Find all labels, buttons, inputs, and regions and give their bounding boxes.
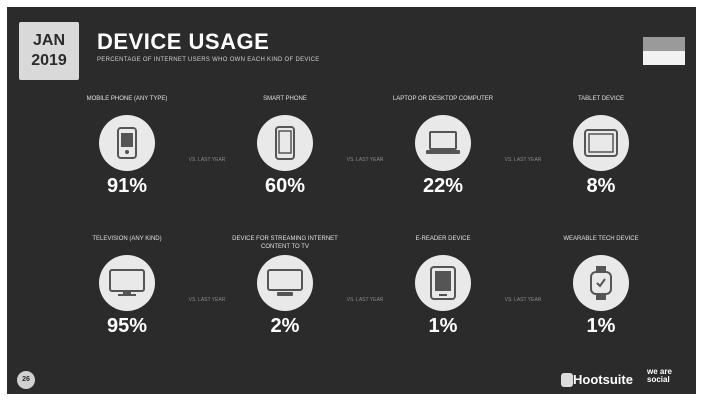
stat-label: E-READER DEVICE <box>415 236 471 242</box>
vs-last-year-label: VS. LAST YEAR <box>346 297 384 303</box>
country-flag-icon <box>643 37 685 65</box>
streaming-device-icon <box>257 255 313 311</box>
hootsuite-logo: Hootsuite <box>573 372 633 387</box>
smartphone-icon <box>257 115 313 171</box>
mobile-phone-icon <box>99 115 155 171</box>
tablet-icon <box>573 115 629 171</box>
stat-label: TABLET DEVICE <box>577 96 625 102</box>
stat-label: TELEVISION (ANY KIND) <box>92 236 162 242</box>
stat-value: 95% <box>106 315 148 337</box>
stat-tablet: TABLET DEVICE 8% <box>541 95 661 198</box>
page-subtitle: PERCENTAGE OF INTERNET USERS WHO OWN EAC… <box>97 57 320 63</box>
stat-laptop: LAPTOP OR DESKTOP COMPUTER 22% <box>383 95 503 198</box>
infographic-slide: JAN 2019 DEVICE USAGE PERCENTAGE OF INTE… <box>7 7 696 394</box>
stat-value: 2% <box>270 315 300 337</box>
stat-ereader: E-READER DEVICE 1% <box>383 235 503 338</box>
stat-value: 8% <box>586 175 616 197</box>
stat-mobile-phone: MOBILE PHONE (ANY TYPE) 91% <box>67 95 187 198</box>
page-title: DEVICE USAGE <box>97 29 270 54</box>
stat-label: SMART PHONE <box>263 96 307 102</box>
footer: 26 Hootsuite we are social <box>7 367 696 394</box>
we-are-social-logo: we are social <box>647 367 672 384</box>
stat-label: DEVICE FOR STREAMING INTERNET CONTENT TO… <box>232 236 338 250</box>
stat-value: 1% <box>428 315 458 337</box>
stat-label: MOBILE PHONE (ANY TYPE) <box>86 96 168 102</box>
stat-smartphone: SMART PHONE 60% <box>225 95 345 198</box>
television-icon <box>99 255 155 311</box>
laptop-icon <box>415 115 471 171</box>
stat-value: 1% <box>586 315 616 337</box>
stat-label: LAPTOP OR DESKTOP COMPUTER <box>392 96 494 102</box>
stat-value: 60% <box>264 175 306 197</box>
hootsuite-owl-icon <box>561 373 573 387</box>
stat-wearable: WEARABLE TECH DEVICE 1% <box>541 235 661 338</box>
stat-streaming-device: DEVICE FOR STREAMING INTERNET CONTENT TO… <box>225 235 345 338</box>
ereader-icon <box>415 255 471 311</box>
vs-last-year-label: VS. LAST YEAR <box>504 157 542 163</box>
stat-label: WEARABLE TECH DEVICE <box>563 236 639 242</box>
stat-value: 22% <box>422 175 464 197</box>
vs-last-year-label: VS. LAST YEAR <box>188 297 226 303</box>
stat-television: TELEVISION (ANY KIND) 95% <box>67 235 187 338</box>
date-year: 2019 <box>31 52 67 69</box>
vs-last-year-label: VS. LAST YEAR <box>188 157 226 163</box>
stat-value: 91% <box>106 175 148 197</box>
date-month: JAN <box>32 32 65 49</box>
smartwatch-icon <box>573 255 629 311</box>
vs-last-year-label: VS. LAST YEAR <box>346 157 384 163</box>
date-badge: JAN 2019 <box>19 22 79 80</box>
page-number: 26 <box>17 371 35 389</box>
footnote-text <box>43 374 523 386</box>
vs-last-year-label: VS. LAST YEAR <box>504 297 542 303</box>
